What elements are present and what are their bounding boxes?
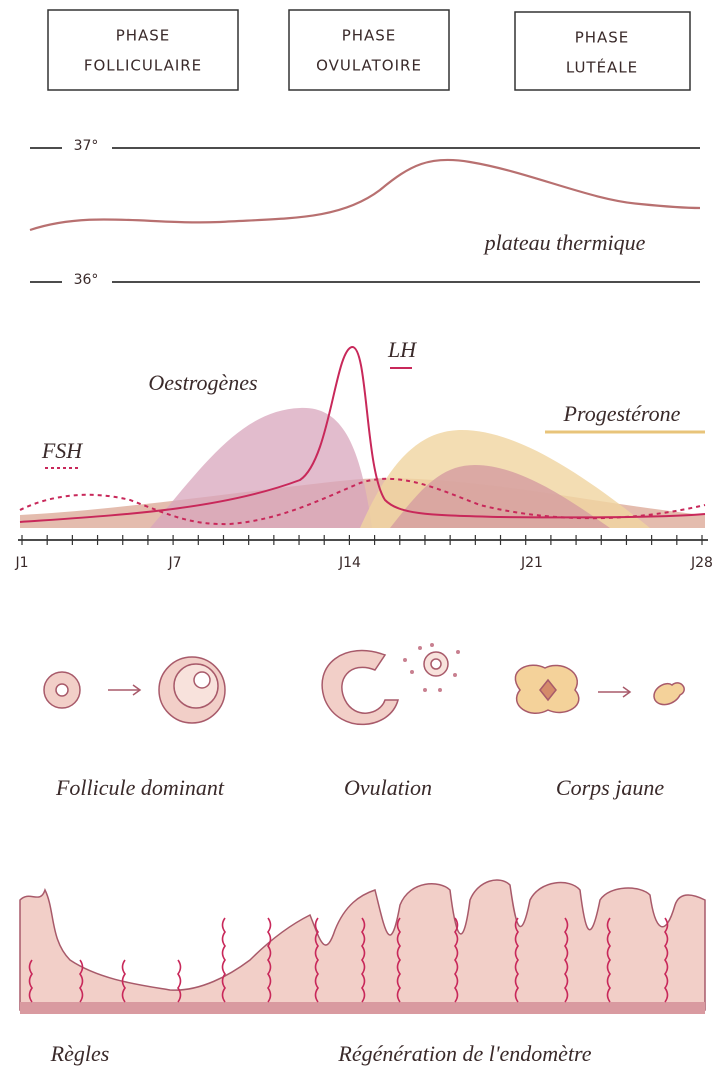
oocyte [430, 658, 442, 670]
dot [453, 673, 457, 677]
vessel [221, 917, 226, 1003]
dot [456, 650, 460, 654]
dot [438, 688, 442, 692]
temperature-lines [30, 147, 700, 283]
fsh-label: FSH [41, 438, 83, 463]
regeneration-label: Régénération de l'endomètre [337, 1041, 591, 1066]
temp-high: 37° [74, 138, 99, 154]
day-label: J7 [167, 555, 181, 571]
vessel [514, 917, 519, 1003]
vessel [564, 917, 569, 1003]
oocyte [193, 671, 211, 689]
ruptured-follicle [321, 649, 399, 726]
phase-label: PHASE [575, 29, 630, 47]
vessel [454, 917, 459, 1003]
vessel [79, 959, 84, 1003]
dot [423, 688, 427, 692]
corpus-albicans [653, 682, 685, 706]
day-label: J21 [520, 555, 543, 571]
lh-label: LH [387, 337, 417, 362]
vessel [121, 959, 126, 1003]
progesterone-label: Progestérone [563, 401, 681, 426]
phase-label: PHASE [116, 27, 171, 45]
vessel [28, 959, 33, 1003]
vessel [314, 917, 319, 1003]
lh-curve [19, 346, 706, 523]
vessel [396, 917, 401, 1003]
basal-layer [20, 1002, 705, 1014]
day-ticks [21, 535, 703, 545]
temperature-label: plateau thermique [483, 230, 646, 255]
phase-label: PHASE [342, 27, 397, 45]
vessel [177, 959, 182, 1003]
dot [430, 643, 434, 647]
phase-box [47, 9, 239, 91]
arrow-head [622, 686, 632, 698]
phase-box [288, 9, 450, 91]
temp-low: 36° [74, 272, 99, 288]
day-label: J14 [338, 555, 361, 571]
dot [410, 670, 414, 674]
vessel [664, 917, 669, 1003]
phase-name: FOLLICULAIRE [84, 57, 202, 75]
progesterone-inner [390, 465, 610, 528]
fsh-curve [19, 477, 706, 526]
day-label: J1 [14, 555, 28, 571]
day-label: J28 [690, 555, 713, 571]
oocyte [55, 683, 69, 697]
oestrogen-area [150, 407, 372, 528]
phase-name: LUTÉALE [566, 58, 638, 77]
dot [403, 658, 407, 662]
vessels [28, 917, 669, 1003]
phase-boxes [47, 9, 691, 91]
phase-box [514, 11, 691, 91]
follicle-dots [403, 643, 460, 692]
temperature-curve [29, 158, 701, 232]
ovary-illustrations [43, 649, 685, 726]
vessel [267, 917, 272, 1003]
dot [418, 646, 422, 650]
follicle-label: Follicule dominant [55, 775, 225, 800]
arrow-head [132, 684, 142, 696]
vessel [361, 917, 366, 1003]
vessel [606, 917, 611, 1003]
menses-label: Règles [50, 1041, 110, 1066]
corpus-label: Corps jaune [556, 775, 664, 800]
corpus-core [539, 678, 557, 702]
oestrogen-label: Oestrogènes [148, 370, 257, 395]
phase-name: OVULATOIRE [316, 57, 422, 75]
ovulation-label: Ovulation [344, 775, 432, 800]
